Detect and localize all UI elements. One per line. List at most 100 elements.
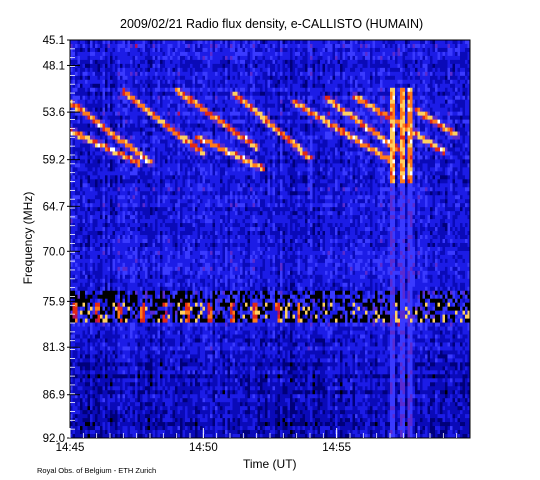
- heat-cell: [97, 131, 101, 136]
- heat-cell: [135, 422, 138, 427]
- heat-cell: [142, 111, 146, 116]
- heat-cell: [72, 223, 76, 228]
- heat-cell: [75, 346, 78, 351]
- heat-cell: [182, 191, 186, 196]
- heat-cell: [97, 358, 101, 363]
- heat-cell: [70, 115, 73, 120]
- heat-cell: [162, 346, 166, 351]
- heat-cell: [187, 223, 191, 228]
- heat-cell: [115, 282, 118, 288]
- heat-cell: [85, 282, 88, 288]
- heat-cell: [145, 290, 148, 296]
- heat-cell: [147, 434, 151, 439]
- heat-cell: [145, 274, 148, 280]
- heat-cell: [152, 115, 156, 120]
- heat-cell: [187, 79, 191, 85]
- heat-cell: [132, 282, 136, 288]
- heat-cell: [142, 258, 146, 264]
- heat-cell: [177, 270, 181, 276]
- heat-cell: [187, 422, 191, 427]
- heat-cell: [190, 175, 193, 180]
- heat-cell: [82, 139, 86, 144]
- heat-cell: [112, 302, 116, 308]
- heat-cell: [145, 430, 148, 435]
- heat-cell: [95, 326, 98, 331]
- heat-cell: [165, 310, 168, 315]
- heat-cell: [100, 254, 103, 260]
- heat-cell: [82, 55, 86, 61]
- heat-cell: [135, 75, 138, 81]
- heat-cell: [105, 278, 108, 284]
- heat-cell: [172, 350, 176, 355]
- heat-cell: [85, 410, 88, 415]
- heat-cell: [145, 127, 148, 132]
- heat-cell: [92, 119, 96, 124]
- heat-cell: [180, 434, 183, 439]
- heat-cell: [95, 330, 98, 335]
- heat-cell: [140, 370, 143, 375]
- heat-cell: [137, 354, 141, 359]
- heat-cell: [172, 326, 176, 331]
- heat-cell: [187, 143, 191, 148]
- heat-cell: [187, 326, 191, 331]
- heat-cell: [140, 350, 143, 355]
- heat-cell: [142, 394, 146, 399]
- heat-cell: [117, 434, 121, 439]
- heat-cell: [110, 246, 113, 252]
- heat-cell: [70, 111, 73, 116]
- heat-cell: [90, 314, 93, 319]
- heat-cell: [145, 266, 148, 272]
- heat-cell: [190, 71, 193, 77]
- heat-cell: [162, 131, 166, 136]
- heat-cell: [185, 290, 188, 296]
- heat-cell: [190, 67, 193, 73]
- heat-cell: [85, 334, 88, 339]
- heat-cell: [102, 322, 106, 327]
- heat-cell: [120, 231, 123, 236]
- heat-cell: [87, 342, 91, 347]
- heat-cell: [105, 430, 108, 435]
- heat-cell: [140, 215, 143, 220]
- heat-cell: [117, 87, 121, 93]
- heat-cell: [92, 199, 96, 204]
- heat-cell: [167, 402, 171, 407]
- heat-cell: [115, 239, 118, 244]
- heat-cell: [132, 394, 136, 399]
- heat-cell: [150, 318, 153, 323]
- heat-cell: [150, 322, 153, 327]
- heat-cell: [127, 318, 131, 323]
- heat-cell: [127, 310, 131, 315]
- heat-cell: [87, 171, 91, 176]
- heat-cell: [117, 430, 121, 435]
- heat-cell: [152, 330, 156, 335]
- heat-cell: [127, 358, 131, 363]
- heat-cell: [167, 394, 171, 399]
- heat-cell: [177, 370, 181, 375]
- heat-cell: [135, 326, 138, 331]
- heat-cell: [80, 139, 83, 144]
- heat-cell: [160, 282, 163, 288]
- heat-cell: [190, 366, 193, 371]
- heat-cell: [157, 71, 161, 77]
- heat-cell: [125, 374, 128, 379]
- heat-cell: [122, 358, 126, 363]
- heat-cell: [165, 99, 168, 105]
- heat-cell: [112, 310, 116, 315]
- heat-cell: [170, 107, 173, 112]
- heat-cell: [110, 139, 113, 144]
- heat-cell: [75, 330, 78, 335]
- heat-cell: [152, 382, 156, 387]
- heat-cell: [82, 231, 86, 236]
- heat-cell: [190, 414, 193, 419]
- heat-cell: [115, 358, 118, 363]
- heat-cell: [72, 207, 76, 212]
- heat-cell: [160, 151, 163, 156]
- heat-cell: [145, 171, 148, 176]
- heat-cell: [160, 127, 163, 132]
- heat-cell: [82, 219, 86, 224]
- heat-cell: [100, 410, 103, 415]
- heat-cell: [85, 171, 88, 176]
- heat-cell: [190, 346, 193, 351]
- heat-cell: [105, 254, 108, 260]
- heat-cell: [170, 67, 173, 73]
